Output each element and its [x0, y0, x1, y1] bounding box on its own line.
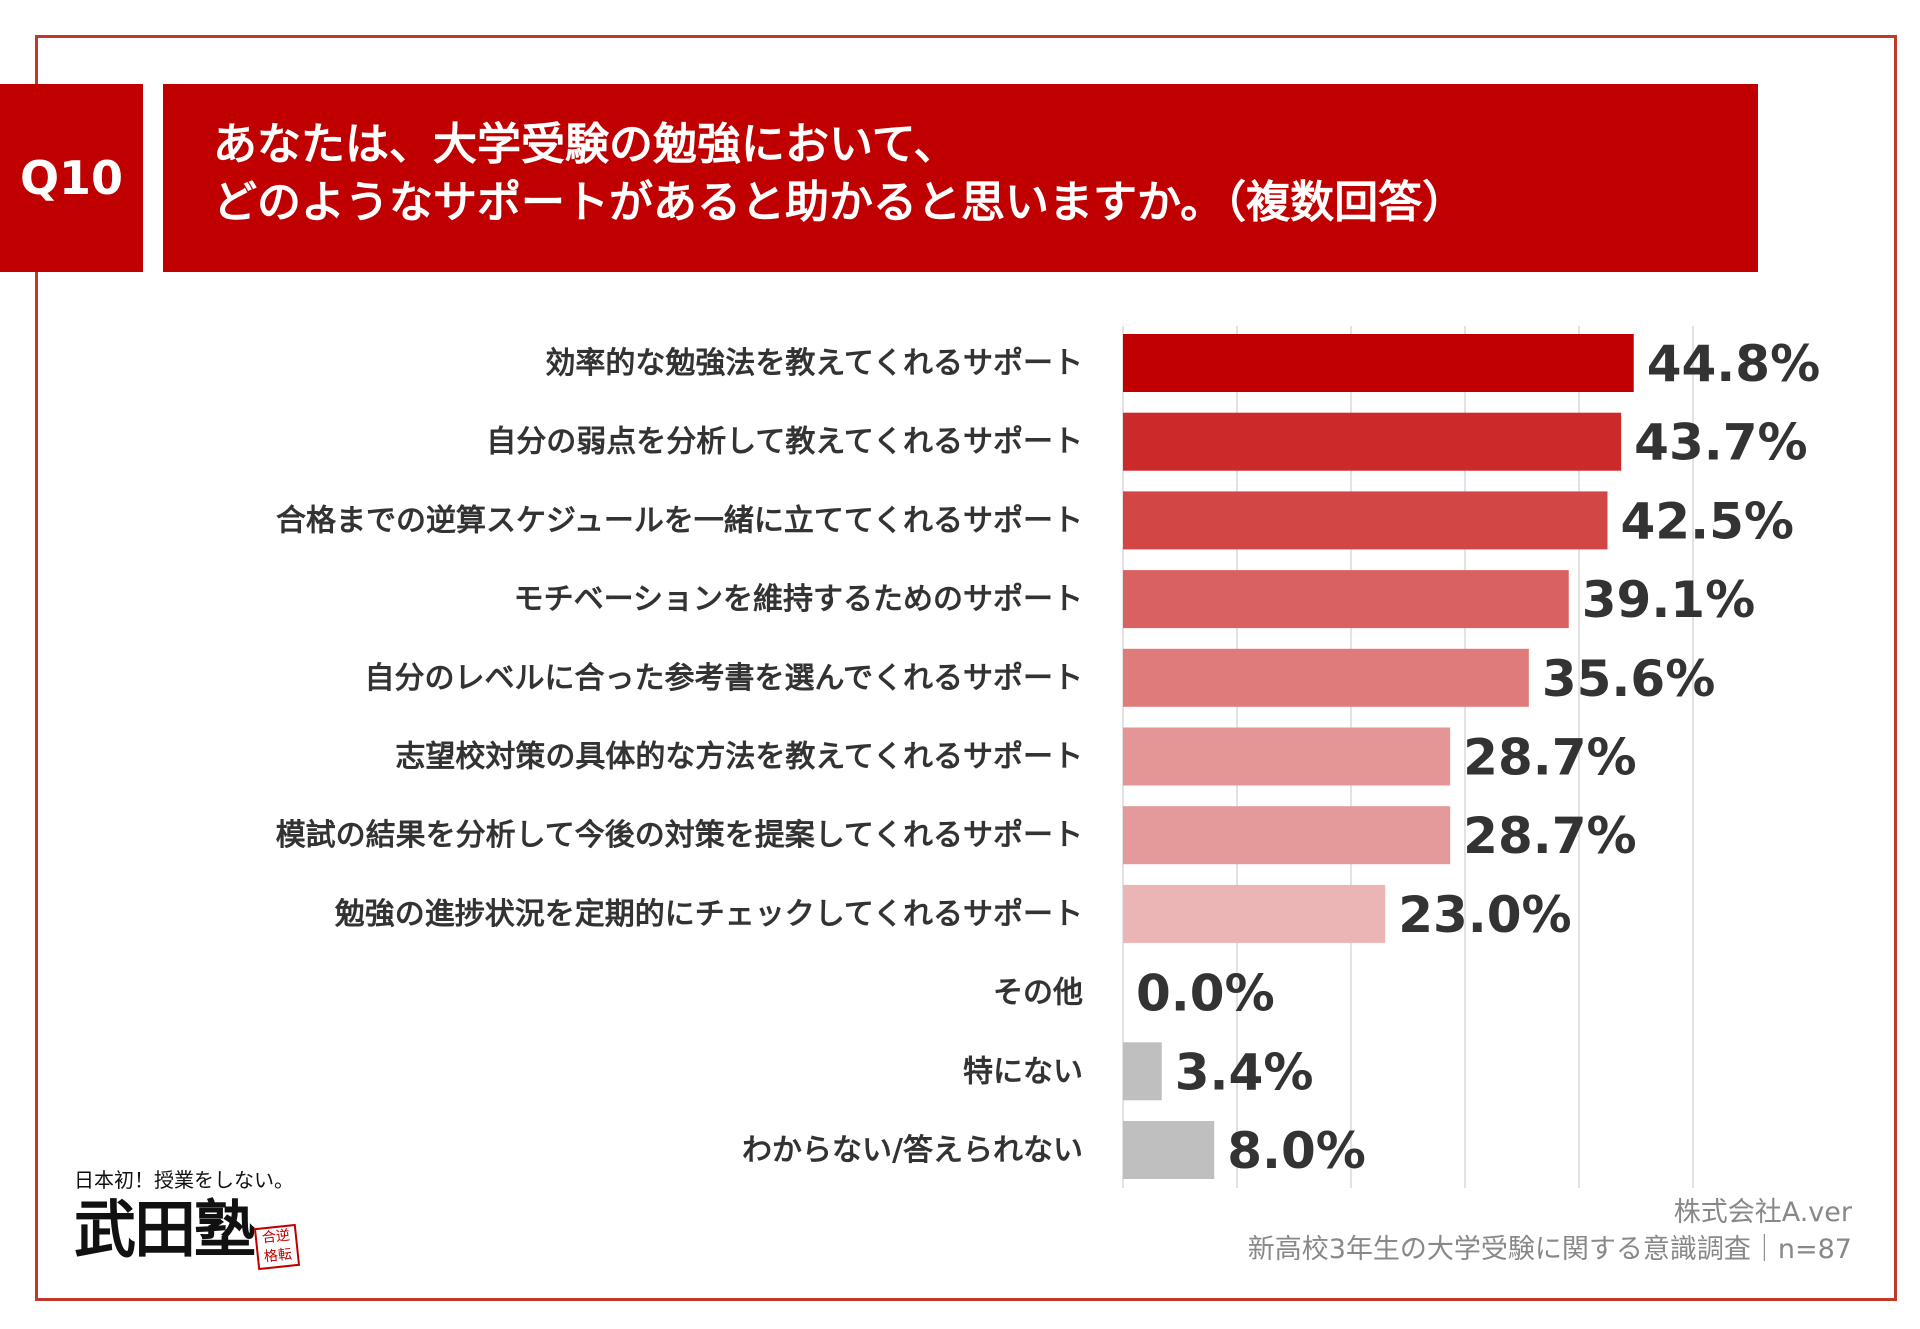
- question-title-line-2: どのようなサポートがあると助かると思いますか。（複数回答）: [213, 177, 1467, 228]
- category-label: わからない/答えられない: [742, 1133, 1083, 1168]
- value-label: 35.6%: [1542, 650, 1715, 708]
- bar: [1123, 1042, 1162, 1101]
- bar: [1123, 1121, 1215, 1179]
- source-survey: 新高校3年生の大学受験に関する意識調査｜n=87: [1247, 1234, 1852, 1265]
- bar: [1123, 334, 1634, 392]
- category-label: 志望校対策の具体的な方法を教えてくれるサポート: [395, 740, 1083, 775]
- category-label: 特にない: [963, 1054, 1083, 1089]
- question-title-line-1: あなたは、大学受験の勉強において、: [213, 119, 958, 170]
- value-label: 39.1%: [1582, 571, 1755, 629]
- logo-name: 武田塾: [74, 1193, 256, 1266]
- bar: [1123, 412, 1622, 471]
- category-label: 合格までの逆算スケジュールを一緒に立ててくれるサポート: [276, 503, 1083, 538]
- source-note: 株式会社A.ver 新高校3年生の大学受験に関する意識調査｜n=87: [1248, 1194, 1852, 1268]
- category-label: モチベーションを維持するためのサポート: [514, 582, 1083, 617]
- slide-frame: [35, 35, 1897, 1301]
- value-label: 3.4%: [1175, 1043, 1314, 1101]
- source-company: 株式会社A.ver: [1673, 1197, 1852, 1228]
- bar: [1123, 727, 1451, 786]
- bar: [1123, 884, 1386, 943]
- bar: [1123, 491, 1608, 550]
- bar: [1123, 570, 1569, 629]
- logo-stamp: 合逆格転: [253, 1223, 301, 1271]
- value-label: 28.7%: [1463, 729, 1636, 787]
- value-label: 44.8%: [1647, 335, 1820, 393]
- category-label: 自分のレベルに合った参考書を選んでくれるサポート: [365, 661, 1084, 696]
- value-label: 8.0%: [1227, 1122, 1366, 1180]
- category-label: 自分の弱点を分析して教えてくれるサポート: [486, 425, 1083, 460]
- category-label: 効率的な勉強法を教えてくれるサポート: [545, 346, 1083, 381]
- category-label: その他: [993, 976, 1083, 1011]
- value-label: 28.7%: [1463, 807, 1636, 865]
- logo-tagline: 日本初！授業をしない。: [74, 1168, 294, 1192]
- bar: [1123, 806, 1451, 865]
- value-label: 23.0%: [1398, 886, 1571, 944]
- value-label: 42.5%: [1621, 492, 1794, 550]
- question-title: あなたは、大学受験の勉強において、 どのようなサポートがあると助かると思いますか…: [163, 84, 1758, 272]
- question-number-badge: Q10: [0, 84, 143, 272]
- value-label: 0.0%: [1136, 965, 1275, 1023]
- takedajuku-logo: 日本初！授業をしない。 武田塾 合逆格転: [74, 1164, 314, 1284]
- bar: [1123, 648, 1529, 707]
- value-label: 43.7%: [1634, 414, 1807, 472]
- category-label: 勉強の進捗状況を定期的にチェックしてくれるサポート: [334, 897, 1083, 932]
- category-label: 模試の結果を分析して今後の対策を提案してくれるサポート: [276, 818, 1083, 853]
